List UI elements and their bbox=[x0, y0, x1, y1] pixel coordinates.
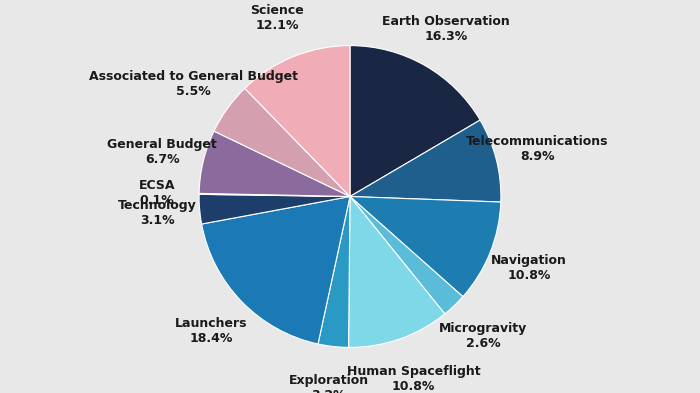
Wedge shape bbox=[199, 194, 350, 224]
Text: Technology
3.1%: Technology 3.1% bbox=[118, 199, 197, 227]
Wedge shape bbox=[199, 131, 350, 196]
Text: Exploration
3.2%: Exploration 3.2% bbox=[288, 375, 368, 393]
Wedge shape bbox=[202, 196, 350, 344]
Text: General Budget
6.7%: General Budget 6.7% bbox=[107, 138, 217, 165]
Wedge shape bbox=[349, 196, 444, 347]
Text: Microgravity
2.6%: Microgravity 2.6% bbox=[440, 322, 528, 350]
Text: Human Spaceflight
10.8%: Human Spaceflight 10.8% bbox=[346, 365, 480, 393]
Wedge shape bbox=[350, 120, 501, 202]
Text: Launchers
18.4%: Launchers 18.4% bbox=[175, 317, 248, 345]
Wedge shape bbox=[199, 193, 350, 196]
Wedge shape bbox=[350, 196, 463, 314]
Text: Associated to General Budget
5.5%: Associated to General Budget 5.5% bbox=[89, 70, 298, 98]
Text: Earth Observation
16.3%: Earth Observation 16.3% bbox=[382, 15, 510, 43]
Wedge shape bbox=[245, 46, 350, 196]
Text: ECSA
0.1%: ECSA 0.1% bbox=[139, 179, 175, 207]
Text: Telecommunications
8.9%: Telecommunications 8.9% bbox=[466, 135, 608, 163]
Wedge shape bbox=[214, 88, 350, 196]
Wedge shape bbox=[350, 46, 480, 196]
Text: Navigation
10.8%: Navigation 10.8% bbox=[491, 254, 567, 282]
Text: Science
12.1%: Science 12.1% bbox=[251, 4, 304, 31]
Wedge shape bbox=[318, 196, 350, 347]
Wedge shape bbox=[350, 196, 500, 297]
